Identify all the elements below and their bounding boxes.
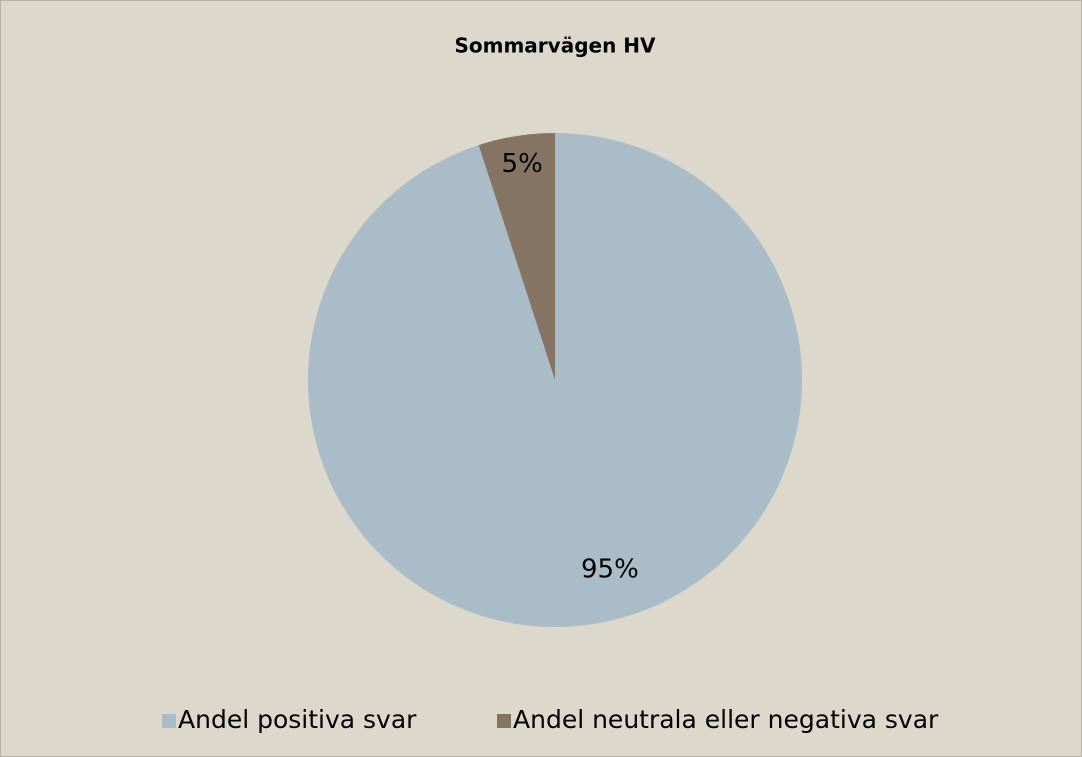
chart-title: Sommarvägen HV — [454, 34, 656, 58]
data-label: 5% — [502, 149, 543, 179]
legend-label: Andel positiva svar — [178, 705, 417, 734]
pie-slice — [478, 133, 555, 380]
pie-slice — [307, 133, 802, 627]
legend-label: Andel neutrala eller negativa svar — [513, 705, 939, 734]
legend-swatch — [497, 714, 511, 728]
legend-swatch — [162, 714, 176, 728]
data-label: 95% — [581, 555, 639, 585]
